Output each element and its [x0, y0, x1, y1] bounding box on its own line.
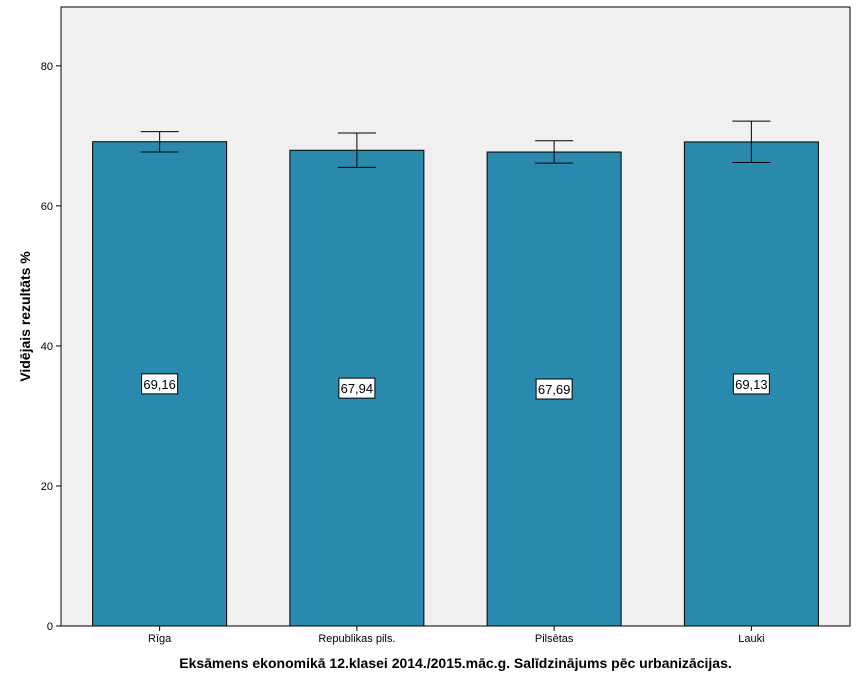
data-label-0: 69,16	[141, 373, 179, 395]
x-tick-label-0: Rīga	[148, 633, 172, 645]
data-label-box-2	[535, 378, 573, 400]
y-tick-label-2: 40	[41, 341, 53, 353]
y-tick-label-4: 80	[41, 61, 53, 73]
x-tick-label-1: Republikas pils.	[318, 633, 395, 645]
data-label-3: 69,13	[732, 373, 770, 395]
x-tick-label-2: Pilsētas	[535, 633, 574, 645]
error-bar-0	[140, 131, 179, 153]
data-label-box-1	[338, 377, 376, 399]
y-tick-label-3: 60	[41, 201, 53, 213]
data-label-text-1: 67,94	[341, 381, 374, 396]
y-tick-label-0: 0	[47, 621, 53, 633]
data-label-box-3	[732, 373, 770, 395]
data-label-2: 67,69	[535, 378, 573, 400]
data-label-text-3: 69,13	[735, 377, 768, 392]
data-label-box-0	[141, 373, 179, 395]
data-label-text-0: 69,16	[143, 377, 176, 392]
error-bar-3	[732, 120, 771, 163]
error-bar-2	[535, 140, 574, 164]
y-axis-title: Vidējais rezultāts %	[17, 251, 33, 382]
data-label-text-2: 67,69	[538, 382, 571, 397]
x-tick-label-3: Lauki	[738, 633, 764, 645]
x-axis-title: Eksāmens ekonomikā 12.klasei 2014./2015.…	[179, 655, 732, 671]
error-bar-1	[337, 132, 376, 168]
data-label-1: 67,94	[338, 377, 376, 399]
y-tick-label-1: 20	[41, 481, 53, 493]
